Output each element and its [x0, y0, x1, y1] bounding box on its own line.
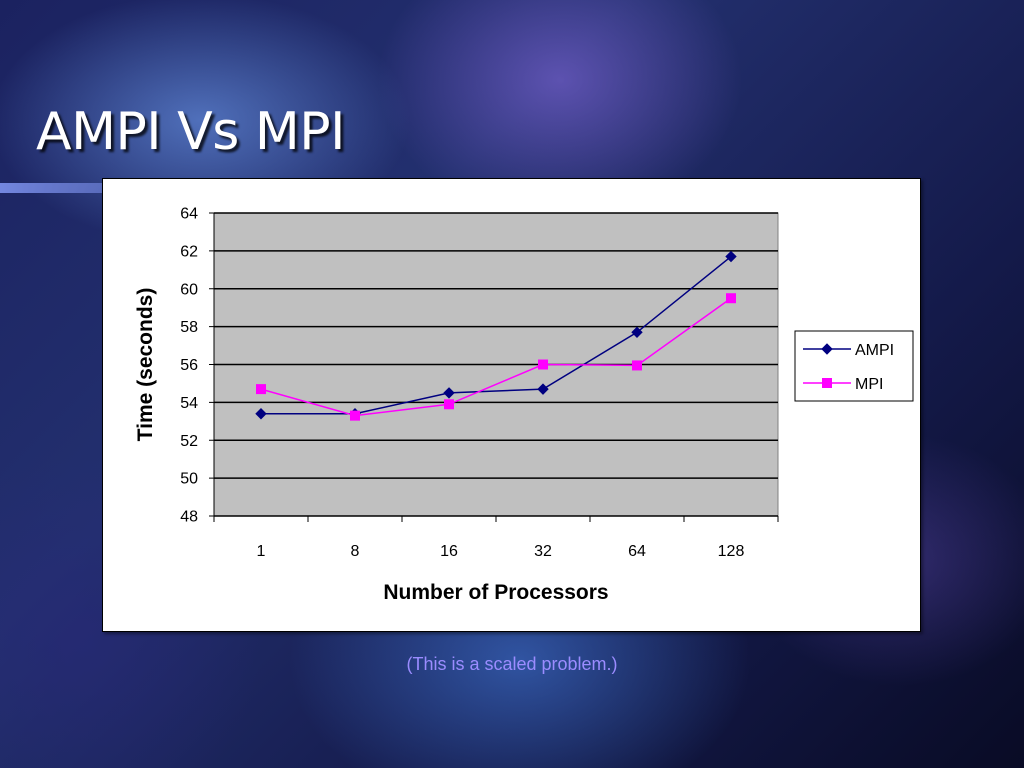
data-point-mpi	[350, 410, 360, 421]
data-point-ampi	[255, 408, 267, 420]
series-layer	[255, 250, 737, 421]
data-point-ampi	[537, 383, 549, 395]
series-line-ampi	[261, 255, 732, 415]
y-tick-label: 54	[180, 395, 198, 412]
x-tick-label: 64	[628, 543, 646, 560]
line-chart: 48 50 52 54 56 58 60 62 64 1 8 16 32 64 128 Number of …	[134, 206, 914, 604]
series-line-mpi	[260, 297, 732, 417]
legend-label-ampi: AMPI	[855, 342, 894, 359]
slide-caption: (This is a scaled problem.)	[406, 654, 618, 674]
x-axis-title: Number of Processors	[383, 581, 608, 604]
data-point-ampi	[631, 326, 643, 339]
data-point-mpi	[632, 360, 642, 371]
plot-area	[213, 212, 779, 517]
y-tick-label: 62	[180, 243, 198, 260]
legend: AMPI MPI	[794, 330, 914, 402]
y-tick-label: 48	[180, 509, 198, 526]
x-tick-label: 1	[257, 543, 266, 560]
slide-title: AMPI Vs MPI	[36, 102, 345, 162]
data-point-mpi	[444, 399, 454, 410]
y-axis-title: Time (seconds)	[134, 288, 157, 442]
x-tick-label: 128	[718, 543, 745, 560]
y-tick-label: 60	[180, 281, 198, 298]
legend-marker-ampi	[821, 343, 833, 355]
y-tick-label: 64	[180, 206, 198, 223]
legend-marker-mpi	[822, 378, 832, 388]
x-tick-label: 16	[440, 543, 458, 560]
x-tick-label: 32	[534, 543, 552, 560]
data-point-ampi	[725, 250, 737, 263]
data-point-mpi	[538, 359, 548, 370]
y-tick-label: 52	[180, 433, 198, 450]
y-tick-label: 58	[180, 319, 198, 336]
data-point-mpi	[726, 293, 736, 304]
y-tick-label: 50	[180, 471, 198, 488]
x-tick-label: 8	[351, 543, 360, 560]
title-underline-bar	[0, 183, 102, 193]
data-point-ampi	[443, 387, 455, 399]
legend-label-mpi: MPI	[855, 376, 883, 393]
y-tick-label: 56	[180, 357, 198, 374]
chart-panel: 48 50 52 54 56 58 60 62 64 1 8 16 32 64 128 Number of …	[102, 178, 921, 632]
legend-box	[794, 330, 914, 402]
axes: 48 50 52 54 56 58 60 62 64 1 8 16 32 64 128	[180, 206, 779, 560]
data-point-mpi	[256, 384, 266, 395]
